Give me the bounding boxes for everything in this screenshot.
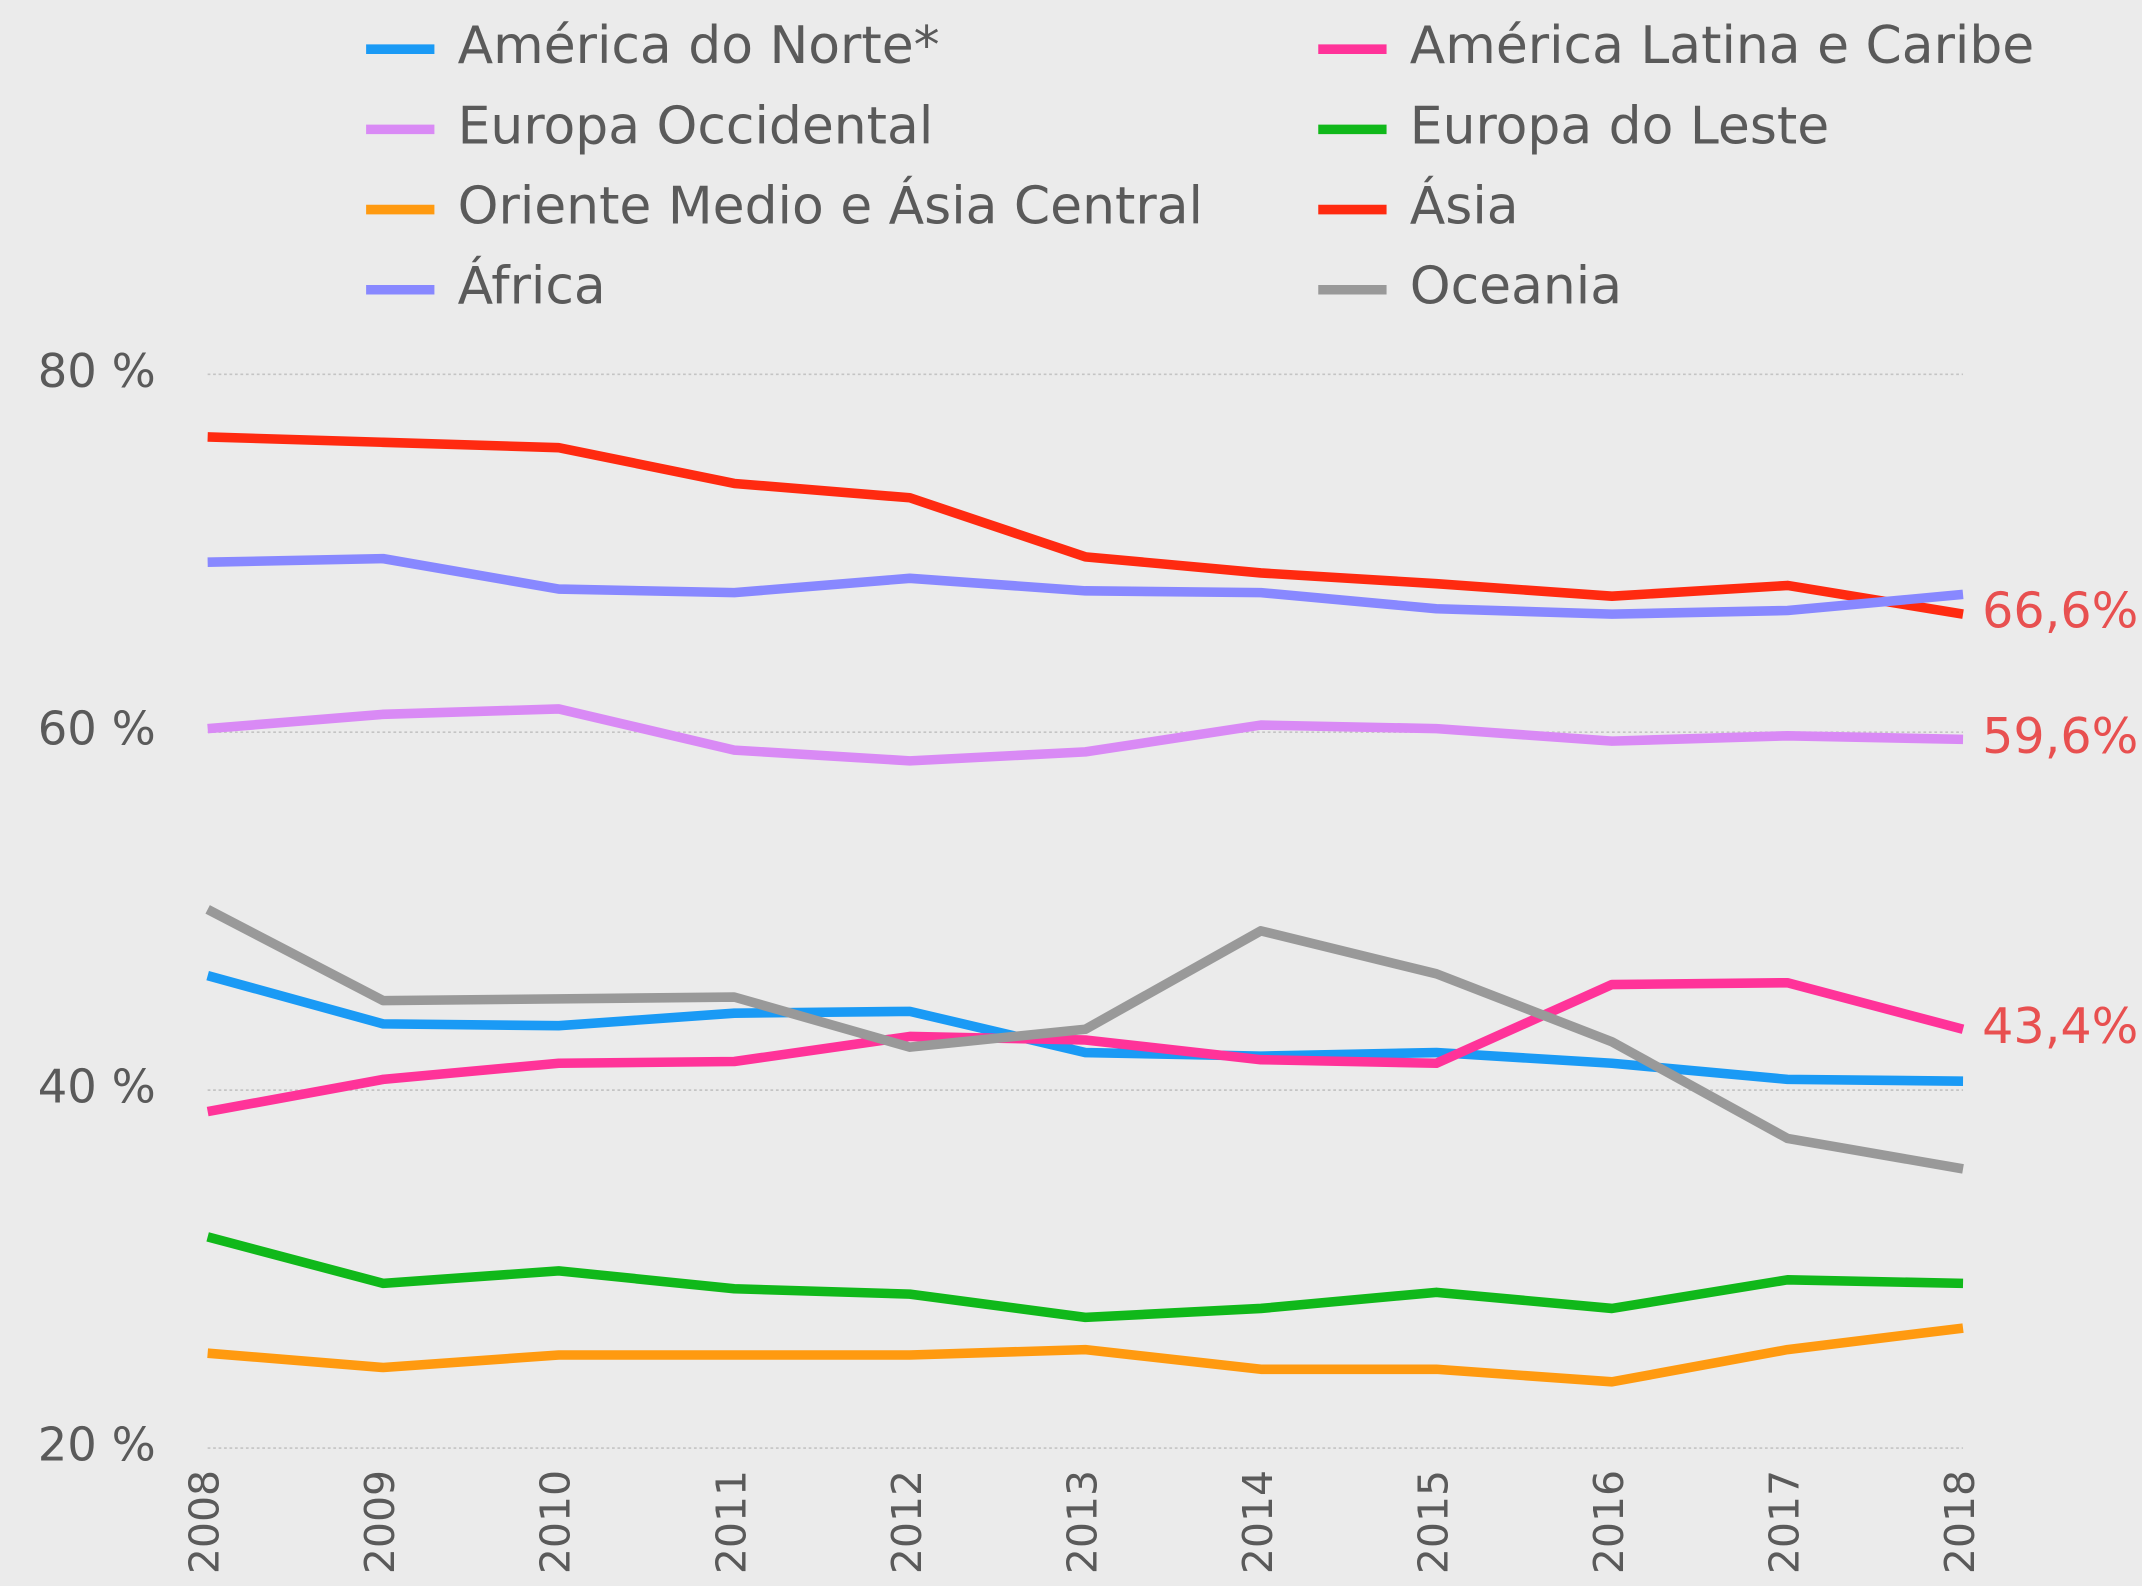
legend-label: África bbox=[458, 256, 606, 317]
series-line bbox=[207, 1323, 1964, 1387]
x-tick-label: 2009 bbox=[356, 1470, 404, 1574]
legend-label: Oriente Medio e Ásia Central bbox=[458, 176, 1203, 237]
series-line bbox=[207, 553, 1964, 619]
y-tick-label: 40 % bbox=[38, 1060, 156, 1114]
legend-label: Europa Occidental bbox=[458, 96, 934, 156]
legend-label: América do Norte* bbox=[458, 16, 940, 76]
x-tick-label: 2011 bbox=[707, 1470, 755, 1574]
series-line bbox=[207, 704, 1964, 766]
x-tick-label: 2010 bbox=[532, 1470, 580, 1574]
value-label: 66,6% bbox=[1982, 582, 2138, 640]
y-tick-label: 60 % bbox=[38, 702, 156, 756]
legend-label: Oceania bbox=[1410, 257, 1622, 317]
x-tick-label: 2018 bbox=[1936, 1470, 1984, 1574]
y-tick-label: 80 % bbox=[38, 344, 156, 398]
legend-label: Europa do Leste bbox=[1410, 96, 1829, 156]
value-label: 43,4% bbox=[1982, 997, 2138, 1055]
y-tick-label: 20 % bbox=[38, 1418, 156, 1472]
legend-label: América Latina e Caribe bbox=[1410, 16, 2034, 76]
series-line bbox=[206, 977, 1965, 1117]
x-tick-label: 2014 bbox=[1234, 1470, 1282, 1574]
x-tick-label: 2008 bbox=[181, 1470, 229, 1574]
x-tick-label: 2013 bbox=[1058, 1470, 1106, 1574]
legend-label: Ásia bbox=[1410, 176, 1519, 237]
x-tick-label: 2016 bbox=[1585, 1470, 1633, 1574]
series-line bbox=[206, 1232, 1964, 1323]
series-line bbox=[207, 432, 1964, 619]
x-tick-label: 2012 bbox=[883, 1470, 931, 1574]
value-label: 59,6% bbox=[1982, 707, 2138, 765]
x-tick-label: 2017 bbox=[1761, 1470, 1809, 1574]
series-line bbox=[205, 905, 1964, 1174]
x-tick-label: 2015 bbox=[1409, 1470, 1457, 1574]
